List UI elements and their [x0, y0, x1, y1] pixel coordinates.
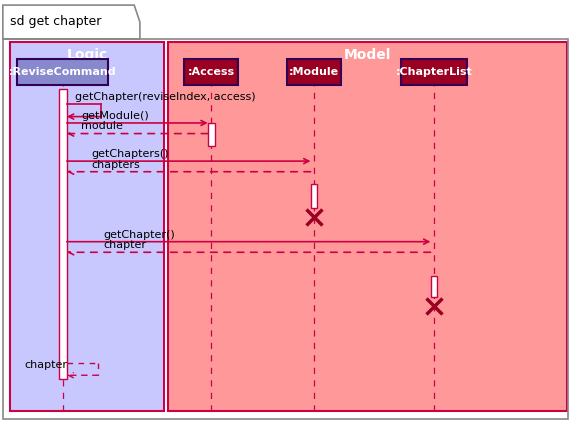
Text: getChapter(): getChapter(): [103, 229, 175, 240]
Text: chapter: chapter: [24, 360, 67, 370]
FancyBboxPatch shape: [10, 42, 164, 411]
Text: :Access: :Access: [188, 67, 235, 77]
Text: getChapters(): getChapters(): [91, 149, 168, 159]
Text: chapter: chapter: [103, 240, 146, 250]
FancyBboxPatch shape: [168, 42, 567, 411]
FancyBboxPatch shape: [208, 123, 215, 146]
Text: Logic: Logic: [67, 48, 108, 62]
FancyBboxPatch shape: [431, 276, 437, 297]
Text: Model: Model: [344, 48, 391, 62]
FancyBboxPatch shape: [184, 59, 239, 85]
FancyBboxPatch shape: [59, 89, 67, 379]
Text: sd get chapter: sd get chapter: [10, 15, 102, 28]
Text: :ReviseCommand: :ReviseCommand: [9, 67, 116, 77]
Text: module: module: [81, 121, 123, 131]
FancyBboxPatch shape: [401, 59, 467, 85]
Text: :Module: :Module: [289, 67, 339, 77]
FancyBboxPatch shape: [311, 184, 317, 208]
FancyBboxPatch shape: [287, 59, 341, 85]
Text: :ChapterList: :ChapterList: [396, 67, 472, 77]
Text: chapters: chapters: [91, 159, 140, 170]
Text: getModule(): getModule(): [81, 111, 148, 121]
FancyBboxPatch shape: [17, 59, 108, 85]
Text: getChapter(reviseIndex, access): getChapter(reviseIndex, access): [75, 92, 256, 102]
